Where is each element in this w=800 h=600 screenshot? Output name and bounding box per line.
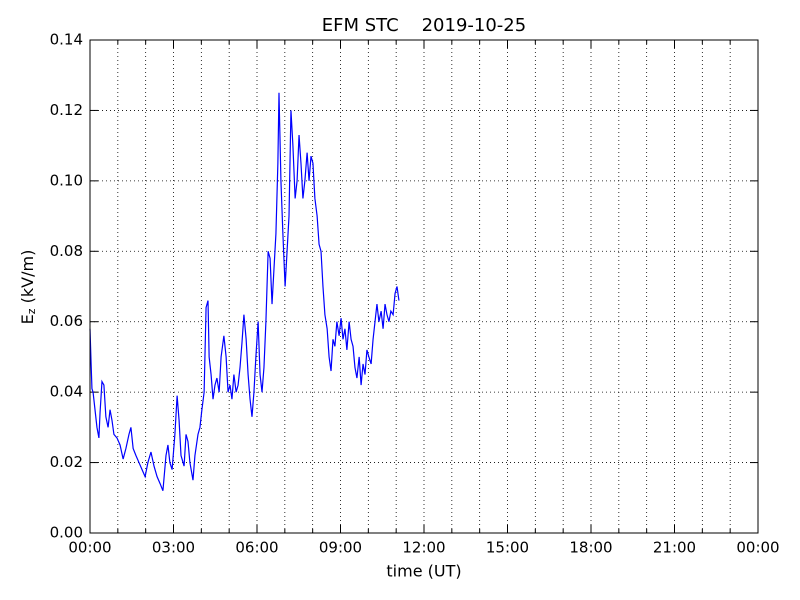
chart-title: EFM STC 2019-10-25: [322, 15, 526, 36]
y-label-sub: z: [25, 308, 38, 314]
x-tick-label: 03:00: [152, 539, 195, 557]
data-line: [89, 92, 400, 491]
plot-frame: [89, 39, 759, 534]
y-tick-label: 0.00: [50, 524, 83, 542]
x-tick-label: 21:00: [653, 539, 696, 557]
x-tick-label: 18:00: [569, 539, 612, 557]
y-tick-label: 0.06: [50, 312, 83, 330]
x-tick-label: 12:00: [402, 539, 445, 557]
y-axis-label: Ez (kV/m): [18, 250, 39, 325]
x-tick-label: 09:00: [319, 539, 362, 557]
x-tick-label: 00:00: [736, 539, 779, 557]
y-tick-label: 0.02: [50, 453, 83, 471]
y-label-main: E: [18, 314, 37, 324]
y-label-unit: (kV/m): [18, 250, 37, 309]
y-tick-label: 0.12: [50, 101, 83, 119]
y-tick-label: 0.10: [50, 171, 83, 189]
y-tick-label: 0.04: [50, 383, 83, 401]
x-tick-label: 00:00: [68, 539, 111, 557]
x-tick-label: 06:00: [235, 539, 278, 557]
x-tick-label: 15:00: [486, 539, 529, 557]
y-tick-label: 0.14: [50, 31, 83, 49]
x-axis-label: time (UT): [386, 562, 461, 581]
y-tick-label: 0.08: [50, 242, 83, 260]
